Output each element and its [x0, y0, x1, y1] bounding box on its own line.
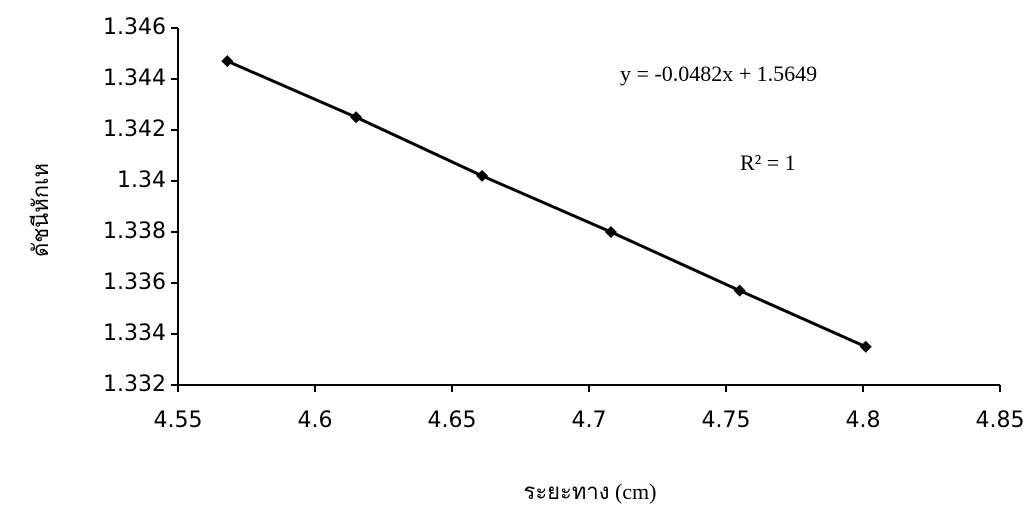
y-tick-label: 1.342 [103, 117, 166, 142]
data-point [476, 169, 489, 182]
x-tick-label: 4.75 [702, 408, 751, 433]
data-point [350, 111, 363, 124]
y-tick-label: 1.336 [103, 270, 166, 295]
data-point [604, 226, 617, 238]
equation: y = -0.0482x + 1.5649 [620, 61, 817, 86]
data-point [859, 340, 872, 353]
x-tick-label: 4.8 [846, 408, 881, 433]
data-point [221, 55, 234, 68]
x-axis-label: ระยะทาง (cm) [524, 479, 657, 504]
y-tick-label: 1.338 [103, 219, 166, 244]
x-tick-label: 4.6 [298, 408, 333, 433]
x-tick-label: 4.55 [154, 408, 203, 433]
y-tick-label: 1.334 [103, 321, 166, 346]
data-line [226, 59, 867, 349]
y-tick-label: 1.34 [117, 168, 166, 193]
y-tick-label: 1.346 [103, 15, 166, 40]
data-point [733, 284, 746, 297]
r-squared: R² = 1 [740, 150, 796, 175]
x-tick-label: 4.7 [572, 408, 607, 433]
x-tick-label: 4.85 [976, 408, 1025, 433]
y-tick-label: 1.344 [103, 66, 166, 91]
y-tick-label: 1.332 [103, 372, 166, 397]
x-tick-label: 4.65 [428, 408, 477, 433]
y-axis-label: ดัชนีหักเห [29, 163, 54, 257]
